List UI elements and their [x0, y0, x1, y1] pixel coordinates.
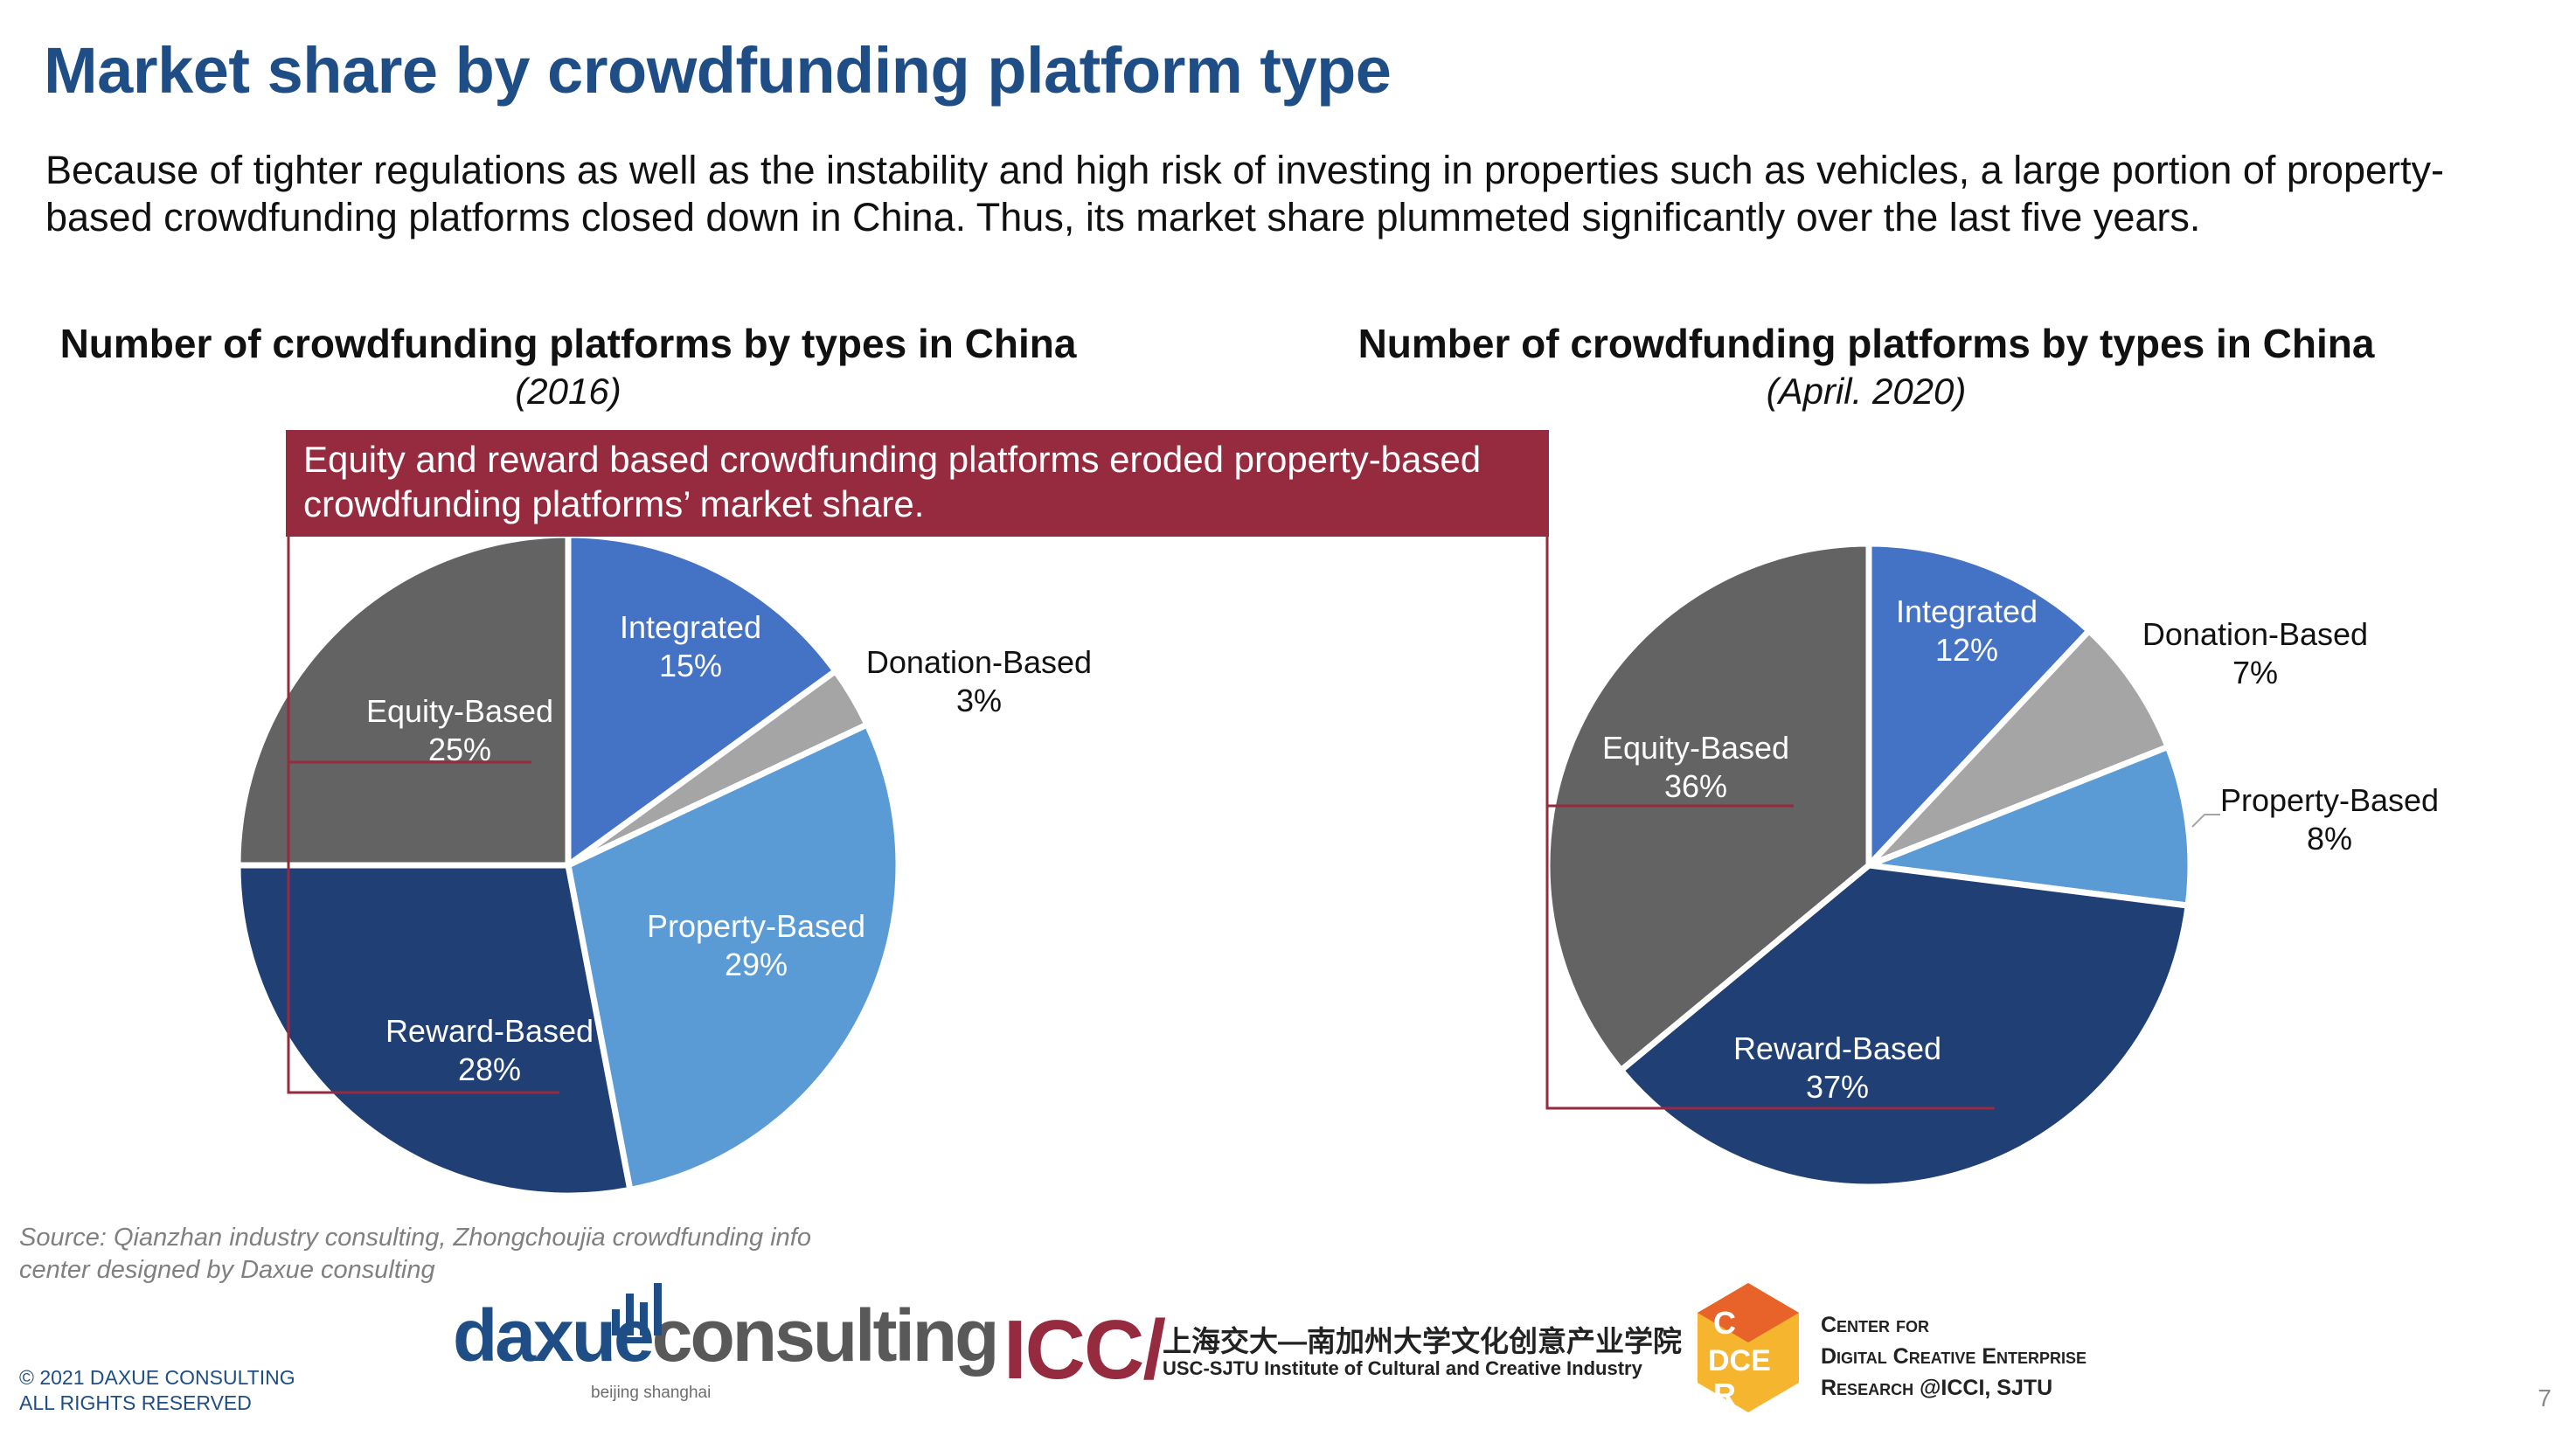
- icci-logo-chinese: 上海交大—南加州大学文化创意产业学院: [1163, 1325, 1682, 1357]
- pie-2-label-equity-based: Equity-Based: [1602, 730, 1789, 766]
- intro-paragraph: Because of tighter regulations as well a…: [45, 148, 2444, 239]
- pie-2-slice-donation-based: [1865, 628, 2171, 869]
- pie-1-label-donation-based: Donation-Based: [866, 644, 1092, 680]
- pie-2-value-donation-based: 7%: [2232, 655, 2278, 690]
- copyright: © 2021 DAXUE CONSULTING ALL RIGHTS RESER…: [19, 1365, 295, 1416]
- pie-2-slice-reward-based: [1617, 862, 2191, 1190]
- pie-2-leader-property-based: [2191, 814, 2220, 828]
- pie-1-label-reward-based: Reward-Based: [385, 1013, 594, 1049]
- chart-1-title: Number of crowdfunding platforms by type…: [59, 321, 1077, 366]
- pie-1-value-reward-based: 28%: [458, 1051, 521, 1087]
- cdce-line-1: Center for: [1821, 1313, 1929, 1337]
- callout-brackets: [287, 535, 1995, 1110]
- pie-2-value-reward-based: 37%: [1806, 1069, 1869, 1105]
- daxue-logo: daxueconsulting: [453, 1283, 1000, 1378]
- page-title: Market share by crowdfunding platform ty…: [44, 34, 1392, 107]
- cdce-line-2: Digital Creative Enterprise: [1821, 1344, 2087, 1369]
- pie-2-label-integrated: Integrated: [1896, 593, 2038, 629]
- daxue-logo-word-1: daxue: [453, 1294, 655, 1377]
- icci-logo-english: USC-SJTU Institute of Cultural and Creat…: [1163, 1357, 1642, 1379]
- pie-1-label-equity-based: Equity-Based: [366, 693, 553, 729]
- copyright-line-1: © 2021 DAXUE CONSULTING: [19, 1366, 295, 1389]
- pie-2-value-equity-based: 36%: [1664, 768, 1727, 804]
- cdce-badge-letter-1: C: [1713, 1305, 1736, 1341]
- pie-1-label-integrated: Integrated: [620, 609, 761, 645]
- bracket-right-outer: [1545, 535, 1995, 1110]
- pie-2-value-integrated: 12%: [1935, 632, 1998, 668]
- pie-1-slice-property-based: [565, 721, 902, 1193]
- cdce-badge-letters: DCE: [1708, 1344, 1771, 1377]
- chart-2-title: Number of crowdfunding platforms by type…: [1357, 321, 2375, 366]
- daxue-logo-word-2: consulting: [651, 1294, 1000, 1377]
- pie-1-slice-reward-based: [234, 862, 634, 1199]
- cdce-logo-text: Center for Digital Creative Enterprise R…: [1821, 1309, 2086, 1404]
- bracket-left-outer: [287, 535, 559, 1094]
- pie-2-label-reward-based: Reward-Based: [1733, 1030, 1941, 1066]
- chart-2-subtitle: (April. 2020): [1766, 371, 1967, 412]
- icci-logo-mark: ICC/: [1003, 1303, 1166, 1397]
- callout-box: Equity and reward based crowdfunding pla…: [286, 430, 1549, 537]
- page-number: 7: [2538, 1384, 2552, 1412]
- pie-1-value-integrated: 15%: [659, 648, 722, 683]
- pie-2-value-property-based: 8%: [2307, 821, 2352, 857]
- pie-1-value-donation-based: 3%: [956, 683, 1002, 718]
- daxue-logo-subtitle: beijing shanghai: [591, 1384, 712, 1402]
- bar-chart-icon: [612, 1283, 662, 1335]
- pie-2-label-donation-based: Donation-Based: [2142, 616, 2368, 652]
- cdce-badge-icon: C DCE R: [1698, 1283, 1799, 1412]
- source-note: Source: Qianzhan industry consulting, Zh…: [19, 1224, 811, 1284]
- copyright-line-2: ALL RIGHTS RESERVED: [19, 1391, 252, 1414]
- pie-1-label-property-based: Property-Based: [647, 908, 865, 944]
- cdce-line-3: Research @ICCI, SJTU: [1821, 1376, 2053, 1400]
- cdce-badge-letter-3: R: [1713, 1377, 1736, 1412]
- pie-1-slice-equity-based: [234, 531, 572, 869]
- pie-2-label-property-based: Property-Based: [2220, 782, 2439, 818]
- pie-1-value-property-based: 29%: [725, 947, 788, 982]
- pie-2-slice-integrated: [1865, 540, 2093, 869]
- chart-1-subtitle: (2016): [515, 371, 621, 412]
- pie-2-slice-property-based: [1865, 744, 2194, 909]
